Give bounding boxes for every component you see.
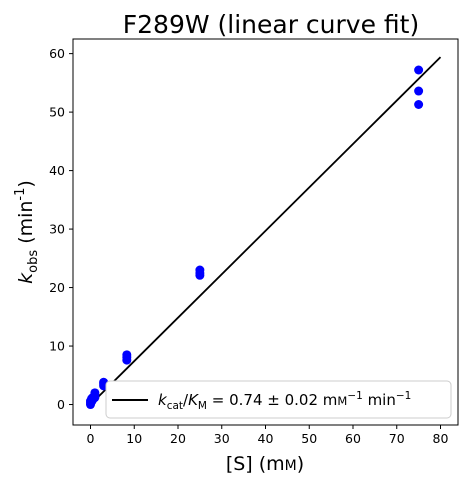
x-axis-label: [S] (mM) xyxy=(226,453,304,475)
legend-label: kcat/KM = 0.74 ± 0.02 mM−1 min−1 xyxy=(158,390,411,412)
data-point xyxy=(90,388,100,398)
data-point xyxy=(122,350,132,360)
y-tick-label: 30 xyxy=(49,222,65,237)
y-tick-label: 50 xyxy=(49,105,65,120)
legend-box xyxy=(105,380,452,419)
fit-line-layer xyxy=(89,56,442,406)
x-axis-ticks: 0 10 20 30 40 50 60 70 80 xyxy=(87,425,449,446)
x-tick-label: 40 xyxy=(258,431,274,446)
y-tick-label: 20 xyxy=(49,280,65,295)
fit-line xyxy=(89,56,442,406)
y-tick-label: 10 xyxy=(49,339,65,354)
x-tick-label: 0 xyxy=(87,431,95,446)
data-point xyxy=(414,86,424,96)
data-point xyxy=(414,65,424,75)
legend: kcat/KM = 0.74 ± 0.02 mM−1 min−1 xyxy=(105,380,452,419)
x-tick-label: 50 xyxy=(301,431,317,446)
y-axis-label: kobs (min-1) xyxy=(13,180,41,284)
y-tick-label: 0 xyxy=(57,397,65,412)
x-tick-label: 20 xyxy=(170,431,186,446)
y-axis-ticks: 0 10 20 30 40 50 60 xyxy=(49,46,73,412)
x-tick-label: 70 xyxy=(389,431,405,446)
x-tick-label: 80 xyxy=(433,431,449,446)
data-point xyxy=(195,265,205,275)
chart-title: F289W (linear curve fit) xyxy=(123,10,419,39)
data-points xyxy=(86,65,424,410)
y-tick-label: 60 xyxy=(49,46,65,61)
y-tick-label: 40 xyxy=(49,163,65,178)
x-tick-label: 30 xyxy=(214,431,230,446)
plot-area: 0 10 20 30 40 50 60 70 80 0 10 20 30 40 50 60 xyxy=(49,38,459,446)
x-tick-label: 60 xyxy=(345,431,361,446)
data-point xyxy=(414,100,424,110)
x-tick-label: 10 xyxy=(126,431,142,446)
